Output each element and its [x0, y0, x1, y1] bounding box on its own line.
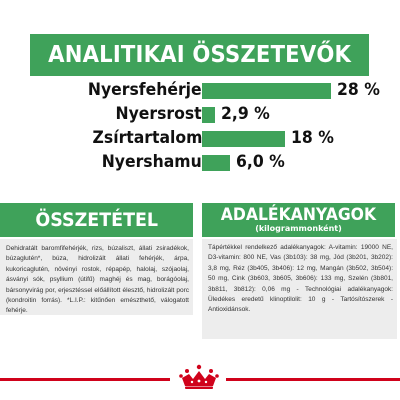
composition-box: Dehidratált baromfifehérjék, rizs, búzal…	[0, 239, 193, 315]
analytics-row: Zsírtartalom 18 %	[0, 128, 400, 149]
analytics-bar	[202, 131, 285, 147]
additives-box: Tápértékkel rendelkező adalékanyagok: A-…	[202, 239, 397, 339]
analytics-value: 28 %	[336, 80, 380, 100]
analytics-value: 6,0 %	[235, 152, 285, 172]
composition-title: ÖSSZETÉTEL	[35, 209, 158, 231]
royal-canin-crown-icon	[179, 364, 219, 389]
analytics-row: Nyersfehérje 28 %	[0, 80, 400, 101]
analytics-bar	[202, 107, 216, 123]
analytics-label: Nyersfehérje	[88, 80, 202, 100]
analytics-row: Nyersrost 2,9 %	[0, 104, 400, 125]
composition-text: Dehidratált baromfifehérjék, rizs, búzal…	[6, 245, 189, 315]
additives-text: Tápértékkel rendelkező adalékanyagok: A-…	[208, 244, 393, 314]
analytics-value: 2,9 %	[221, 104, 271, 124]
analytics-header: ANALITIKAI ÖSSZETEVŐK	[30, 34, 369, 76]
composition-header: ÖSSZETÉTEL	[0, 203, 193, 237]
analytics-label: Nyersrost	[115, 104, 202, 124]
analytics-title: ANALITIKAI ÖSSZETEVŐK	[48, 42, 351, 68]
analytics-label: Nyershamu	[101, 152, 202, 172]
analytics-label: Zsírtartalom	[92, 128, 202, 148]
analytics-bar	[202, 83, 331, 99]
footer-divider-left	[0, 378, 170, 381]
analytics-bar	[202, 155, 230, 171]
additives-title: ADALÉKANYAGOK	[220, 205, 377, 225]
additives-subtitle: (kilogrammonként)	[255, 224, 342, 233]
additives-header: ADALÉKANYAGOK (kilogrammonként)	[202, 203, 395, 237]
footer-divider-right	[226, 378, 400, 381]
analytics-value: 18 %	[290, 128, 334, 148]
analytics-row: Nyershamu 6,0 %	[0, 152, 400, 173]
